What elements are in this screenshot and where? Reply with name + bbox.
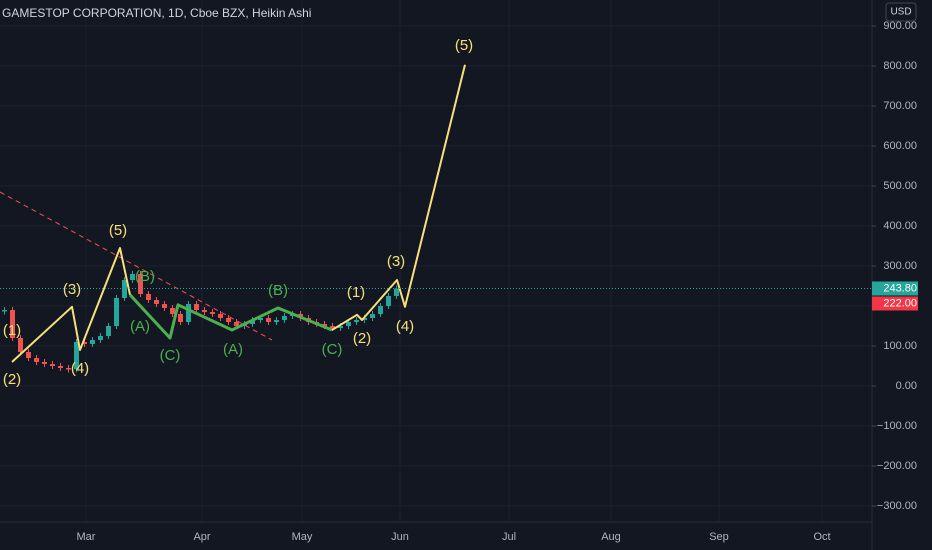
candle [218, 314, 223, 318]
currency: USD [890, 7, 911, 18]
candle [42, 362, 47, 364]
candle [274, 320, 279, 322]
candle [394, 288, 399, 296]
grid [0, 0, 872, 522]
y-tick-label: −300.00 [877, 500, 917, 512]
candle [386, 296, 391, 306]
candle [186, 304, 191, 322]
y-tick-label: 300.00 [883, 260, 917, 272]
price-tag [872, 296, 918, 311]
candle [258, 318, 263, 320]
currency-box[interactable] [885, 2, 917, 22]
candle [58, 366, 63, 368]
candle [354, 320, 359, 322]
candle [18, 338, 23, 352]
candle [378, 306, 383, 314]
candle [266, 318, 271, 322]
wave-line [331, 64, 466, 331]
y-tick-label: 0.00 [896, 380, 917, 392]
y-tick-label: 900.00 [883, 20, 917, 32]
candle [122, 280, 127, 298]
y-tick-label: 700.00 [883, 100, 917, 112]
x-tick-label: Apr [193, 531, 210, 543]
candle [338, 326, 343, 328]
x-tick-label: Oct [813, 531, 830, 543]
candle [34, 358, 39, 362]
candle [26, 352, 31, 358]
y-tick-label: 800.00 [883, 60, 917, 72]
candle [146, 294, 151, 300]
candle [346, 322, 351, 326]
price-tag-label: 222.00 [883, 297, 917, 309]
wave-label: (4) [396, 318, 414, 335]
candle [250, 320, 255, 324]
candle [234, 322, 239, 326]
plot-area: (1) (2) (3) (4) (5) (B) (A) (C) (A) (B) (C) (1) (2) (… [0, 37, 872, 388]
wave-line [11, 247, 131, 363]
wave-label: (C) [322, 341, 343, 358]
candle [226, 318, 231, 322]
wave-label: (2) [353, 330, 371, 347]
wave-label: (A) [223, 341, 243, 358]
candle [82, 342, 87, 344]
candle [114, 298, 119, 326]
x-tick-label: Aug [601, 531, 621, 543]
candle [322, 324, 327, 326]
candle [138, 274, 143, 294]
y-tick-label: 400.00 [883, 220, 917, 232]
candle [282, 316, 287, 320]
y-tick-label: 600.00 [883, 140, 917, 152]
x-tick-label: Sep [709, 531, 729, 543]
wave-label: (4) [71, 360, 89, 377]
candle [130, 274, 135, 280]
y-tick-label: 500.00 [883, 180, 917, 192]
x-tick-label: Mar [77, 531, 96, 543]
candle [202, 310, 207, 312]
candle [210, 312, 215, 314]
candle [194, 304, 199, 310]
wave-label: (3) [387, 253, 405, 270]
x-tick-label: May [292, 531, 313, 543]
wave-label: (A) [130, 318, 150, 335]
chart-title: GAMESTOP CORPORATION, 1D, Cboe BZX, Heik… [2, 6, 311, 20]
candle [10, 310, 15, 338]
candle [330, 326, 335, 328]
candle [98, 336, 103, 340]
candle [178, 314, 183, 322]
wave-label: (1) [3, 322, 21, 339]
candle [370, 314, 375, 318]
x-tick-label: Jun [391, 531, 409, 543]
candle [66, 368, 71, 370]
wave-label: (1) [347, 284, 365, 301]
wave-label: (3) [63, 281, 81, 298]
x-tick-label: Jul [502, 531, 516, 543]
y-tick-label: −100.00 [877, 420, 917, 432]
y-tick-label: 100.00 [883, 340, 917, 352]
trend-line [0, 191, 273, 341]
candle [74, 342, 79, 370]
wave-label: (2) [3, 371, 21, 388]
price-tag [872, 281, 918, 296]
wave-label: (5) [455, 37, 473, 54]
wave-label: (5) [109, 222, 127, 239]
wave-label: (B) [268, 282, 288, 299]
candle [2, 310, 7, 312]
candle [106, 326, 111, 336]
candle [170, 308, 175, 314]
wave-label: (B) [135, 268, 155, 285]
price-tag-label: 243.80 [883, 282, 917, 294]
wave-line [128, 293, 333, 340]
wave-label: (C) [160, 347, 181, 364]
candle [154, 300, 159, 304]
axes: 900.00 800.00 700.00 600.00 500.00 400.00 300.… [77, 20, 918, 543]
candle [90, 340, 95, 344]
candle [362, 318, 367, 320]
candle [162, 304, 167, 308]
y-tick-label: −200.00 [877, 460, 917, 472]
candle [50, 364, 55, 366]
